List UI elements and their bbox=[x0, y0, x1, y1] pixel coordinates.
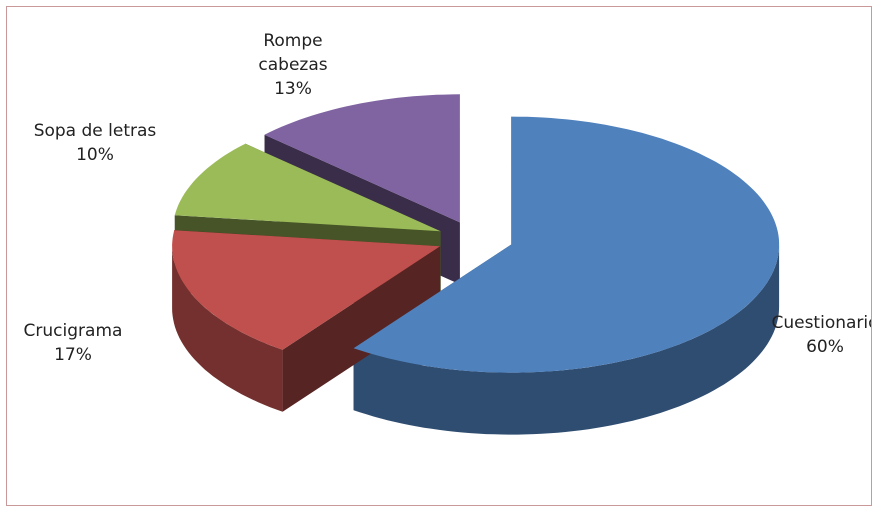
data-label: Cuestionario 60% bbox=[750, 311, 872, 359]
slice bbox=[264, 94, 460, 223]
value-label: 60% bbox=[806, 337, 844, 357]
slice bbox=[172, 230, 441, 350]
slice-tops bbox=[172, 94, 780, 373]
category-label: Crucigrama bbox=[23, 321, 123, 341]
data-label: Sopa de letras 10% bbox=[20, 119, 170, 167]
value-label: 13% bbox=[274, 79, 312, 99]
data-label: Crucigrama 17% bbox=[7, 319, 148, 367]
value-label: 17% bbox=[54, 345, 92, 365]
chart bbox=[172, 94, 780, 435]
chart-frame: Cuestionario 60% Crucigrama 17% Sopa de letr… bbox=[6, 6, 872, 506]
slice bbox=[353, 116, 780, 373]
data-label: Rompe cabezas 13% bbox=[248, 29, 338, 101]
value-label: 10% bbox=[76, 145, 114, 165]
slice-outer-wall bbox=[172, 246, 283, 412]
slice-outer-wall bbox=[353, 244, 780, 435]
category-label: Rompe cabezas bbox=[258, 31, 328, 75]
slice bbox=[174, 143, 441, 232]
category-label: Sopa de letras bbox=[33, 121, 157, 141]
category-label: Cuestionario bbox=[771, 313, 872, 333]
